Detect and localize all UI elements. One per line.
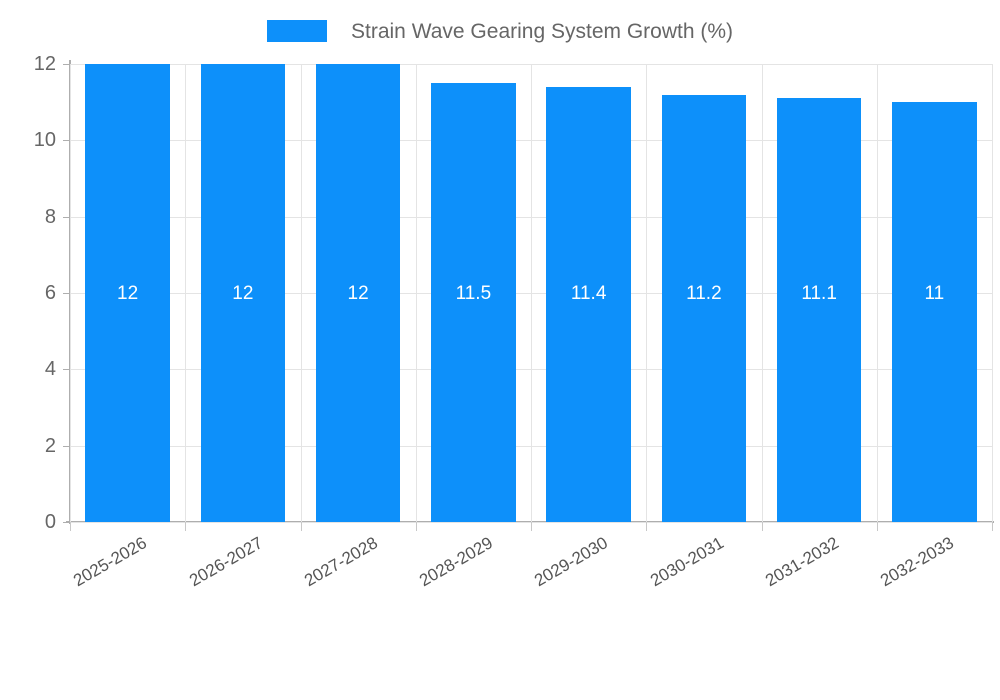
x-axis-tick	[646, 522, 647, 531]
x-axis-tick	[992, 522, 993, 531]
y-axis-tick-label-text: 12	[33, 53, 56, 75]
gridline-vertical	[992, 64, 993, 522]
y-axis-tick	[63, 369, 69, 371]
bar[interactable]: 12	[200, 64, 286, 522]
bar-value-label: 12	[347, 283, 369, 304]
y-axis-tick-label-text: 8	[44, 205, 56, 228]
y-axis-tick	[63, 522, 69, 523]
y-axis-tick-label: 12	[0, 54, 56, 75]
x-axis-tick	[416, 522, 417, 531]
y-axis-tick-label: 10	[0, 130, 56, 151]
y-axis-tick	[63, 64, 69, 65]
bar[interactable]: 11.1	[776, 98, 862, 522]
y-axis-tick-label: 2	[0, 436, 56, 457]
bar[interactable]: 11.4	[546, 86, 631, 522]
y-axis-tick	[63, 293, 69, 294]
bar[interactable]: 11	[892, 102, 977, 522]
legend-item-strain-wave-gearing-system-growth[interactable]: Strain Wave Gearing System Growth (%)	[267, 20, 733, 42]
x-axis-tick	[877, 522, 878, 531]
bar[interactable]: 12	[315, 64, 401, 522]
x-axis-tick	[301, 522, 302, 531]
gridline-vertical	[877, 64, 878, 522]
legend-label: Strain Wave Gearing System Growth (%)	[351, 19, 733, 43]
y-axis-tick	[63, 140, 69, 142]
bar-value-label: 12	[117, 283, 139, 304]
bar-value-label: 11.2	[686, 283, 722, 304]
bar-value-label: 11	[924, 283, 945, 304]
y-axis-tick-label: 6	[0, 283, 56, 304]
gridline-vertical	[762, 64, 763, 522]
gridline-vertical	[531, 64, 532, 522]
gridline-vertical	[70, 64, 71, 522]
y-axis-tick-label-text: 10	[33, 129, 56, 152]
gridline-vertical	[646, 64, 647, 522]
bar[interactable]: 11.5	[431, 83, 516, 522]
x-axis-tick	[185, 522, 186, 531]
plot-area: 12 12 12 11.5 11.4 11.2 11.1 11	[70, 64, 993, 523]
gridline-vertical	[301, 64, 302, 522]
y-axis-tick	[63, 445, 69, 447]
gridline-vertical	[185, 64, 186, 522]
bar-value-label: 11.1	[801, 283, 837, 304]
y-axis-tick-label-text: 4	[44, 358, 56, 381]
legend-color-swatch-icon	[267, 20, 327, 42]
bar[interactable]: 11.2	[661, 94, 747, 522]
bar-value-label: 11.5	[455, 283, 492, 304]
y-axis-tick-label: 4	[0, 359, 56, 380]
x-axis-tick	[762, 522, 763, 531]
x-axis-tick	[70, 522, 71, 531]
y-axis-tick	[63, 216, 69, 218]
y-axis-tick-label: 8	[0, 207, 56, 228]
y-axis-tick-label-text: 2	[44, 434, 56, 457]
x-axis-tick	[531, 522, 532, 531]
bar-value-label: 12	[232, 283, 254, 304]
bar[interactable]: 12	[85, 64, 170, 522]
gridline-vertical	[416, 64, 417, 522]
y-axis-tick-label-text: 6	[44, 282, 56, 304]
chart-legend: Strain Wave Gearing System Growth (%)	[0, 14, 1000, 48]
y-axis-tick-label-text: 0	[44, 511, 56, 533]
bar-value-label: 11.4	[570, 283, 607, 304]
bar-chart: Strain Wave Gearing System Growth (%) 12…	[0, 14, 1000, 590]
y-axis-tick-label: 0	[0, 512, 56, 533]
